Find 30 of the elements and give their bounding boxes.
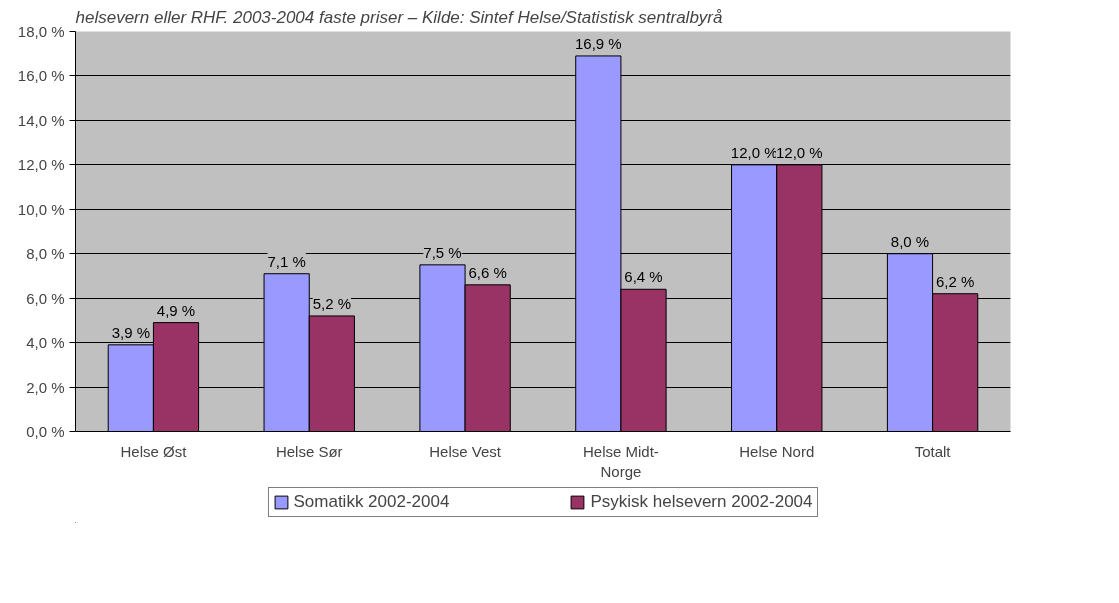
data-label: 3,9 %: [111, 323, 150, 341]
data-label: 7,5 %: [423, 243, 462, 261]
x-tick-label: Helse Vest: [429, 442, 502, 460]
y-tick-label: 10,0 %: [17, 200, 65, 218]
data-label: 8,0 %: [890, 232, 930, 250]
data-label: 12,0 %: [776, 143, 823, 161]
y-tick-label: 16,0 %: [17, 67, 65, 85]
data-label: 6,6 %: [468, 263, 507, 281]
x-tick-label: Helse Midt- Norge: [582, 442, 659, 480]
data-label: 6,4 %: [624, 268, 663, 286]
y-tick-label: 4,0 %: [26, 334, 65, 352]
y-tick-label: 2,0 %: [26, 378, 65, 396]
data-label: 16,9 %: [574, 34, 622, 52]
legend-label: Somatikk 2002-2004: [293, 492, 450, 512]
chart-title: helsevern eller RHF. 2003-2004 faste priser – Kilde: Sintef Helse/Statistisk sentralbyrå: [75, 7, 723, 27]
data-label: 6,2 %: [936, 272, 975, 290]
data-label: 4,9 %: [156, 301, 196, 319]
y-tick-label: 8,0 %: [26, 245, 65, 263]
y-tick-label: 18,0 %: [17, 23, 65, 40]
data-label: 5,2 %: [312, 294, 352, 312]
data-label: 7,1 %: [267, 252, 306, 270]
x-tick-label: Totalt: [914, 442, 952, 460]
y-tick-label: 12,0 %: [17, 156, 65, 174]
y-tick-label: 14,0 %: [17, 111, 65, 129]
x-tick-label: Helse Sør: [275, 442, 343, 460]
x-tick-label: Helse Øst: [120, 442, 188, 460]
legend-label: Psykisk helsevern 2002-2004: [590, 492, 813, 512]
y-tick-label: 0,0 %: [26, 423, 65, 440]
x-tick-label: Helse Nord: [739, 442, 815, 460]
y-tick-label: 6,0 %: [26, 289, 65, 307]
